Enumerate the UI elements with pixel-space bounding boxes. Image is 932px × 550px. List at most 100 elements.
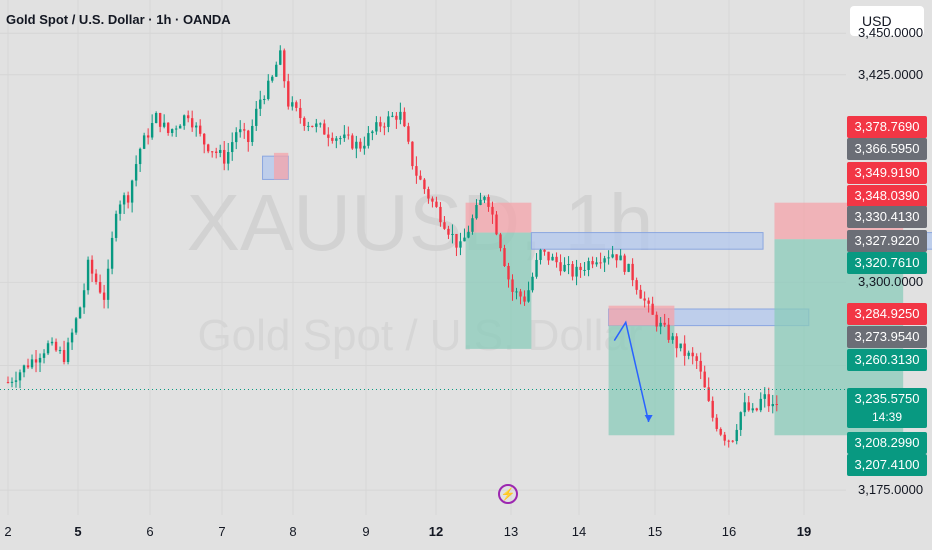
price-tag: 3,327.9220 [847, 230, 927, 252]
candle-body [323, 123, 326, 135]
candle-body [499, 234, 502, 249]
time-tick-label: 16 [721, 524, 737, 539]
candle-body [219, 149, 222, 153]
candle-body [211, 151, 214, 153]
candle-body [739, 412, 742, 430]
candle-body [98, 281, 102, 293]
candle-body [134, 164, 138, 181]
candle-body [235, 132, 238, 143]
candle-body [623, 255, 626, 272]
candle-body [202, 133, 206, 145]
candle-body [331, 137, 334, 141]
candle-body [267, 80, 270, 99]
candle-body [259, 99, 262, 109]
countdown-label: 14:39 [871, 410, 903, 424]
price-tag: 3,348.0390 [847, 185, 927, 207]
candle-body [735, 429, 738, 442]
candle-body [198, 125, 202, 134]
candle-body [755, 408, 758, 411]
candle-body [483, 196, 486, 200]
time-tick-label: 15 [647, 524, 663, 539]
candle-body [759, 398, 762, 411]
time-tick-label: 9 [362, 524, 370, 539]
candle-body [415, 166, 418, 176]
candle-body [227, 152, 230, 164]
candle-body [34, 359, 38, 363]
candle-body [78, 307, 82, 319]
candle-body [307, 125, 310, 127]
candle-body [455, 233, 458, 248]
candle-body [511, 279, 514, 292]
current-price-tag: 3,235.5750 14:39 [847, 388, 927, 428]
candle-body [327, 134, 330, 138]
candle-body [166, 122, 170, 133]
arrow-head [644, 414, 653, 422]
candle-body [751, 408, 754, 411]
candle-body [170, 129, 174, 133]
zone-green [465, 232, 532, 349]
candle-body [38, 357, 42, 363]
candle-body [122, 195, 126, 205]
candle-body [675, 336, 678, 349]
candle-body [747, 402, 750, 411]
currency-button[interactable]: USD [850, 6, 924, 36]
candle-body [619, 255, 622, 261]
zone-blue [530, 232, 764, 250]
candle-body [443, 222, 446, 229]
candle-body [595, 262, 598, 265]
candle-body [583, 269, 586, 271]
candle-body [715, 417, 718, 429]
candle-body [719, 428, 722, 435]
candle-body [74, 318, 78, 333]
time-tick-label: 19 [796, 524, 812, 539]
time-tick-label: 7 [218, 524, 226, 539]
candle-body [539, 249, 542, 260]
candle-body [555, 256, 558, 263]
time-tick-label: 2 [4, 524, 12, 539]
candle-body [319, 123, 322, 125]
candle-body [18, 372, 22, 381]
candle-body [291, 102, 294, 107]
candle-body [58, 350, 62, 352]
candle-body [335, 138, 338, 141]
candle-body [687, 352, 690, 356]
candle-body [603, 258, 606, 263]
candle-body [146, 135, 150, 138]
candle-body [627, 263, 630, 272]
candle-body [351, 135, 354, 149]
candle-body [379, 122, 382, 127]
candle-body [451, 233, 454, 235]
candle-body [275, 64, 278, 77]
time-tick-label: 6 [146, 524, 154, 539]
candle-body [599, 262, 602, 264]
candle-body [154, 113, 158, 124]
candle-body [303, 118, 306, 127]
candle-body [311, 125, 314, 127]
candle-body [367, 133, 370, 146]
candle-body [142, 135, 146, 149]
price-tag: 3,260.3130 [847, 349, 927, 371]
candle-body [683, 343, 686, 356]
candle-body [375, 122, 378, 132]
time-tick-label: 13 [503, 524, 519, 539]
lightning-bolt-icon[interactable]: ⚡ [498, 484, 518, 504]
candle-body [575, 266, 578, 277]
candle-body [30, 359, 34, 368]
price-tick-label: 3,450.0000 [858, 25, 924, 41]
candle-body [643, 298, 646, 301]
candle-body [90, 259, 94, 274]
candle-body [251, 125, 254, 143]
price-tag: 3,366.5950 [847, 138, 927, 160]
price-tag: 3,207.4100 [847, 454, 927, 476]
candle-body [190, 118, 194, 128]
candle-body [655, 314, 658, 327]
candle-body [186, 115, 190, 119]
candle-body [82, 290, 86, 308]
candle-body [371, 131, 374, 134]
candle-body [231, 142, 234, 153]
candle-body [150, 123, 154, 138]
candle-body [591, 261, 594, 265]
candle-body [571, 264, 574, 277]
candle-body [207, 144, 210, 152]
